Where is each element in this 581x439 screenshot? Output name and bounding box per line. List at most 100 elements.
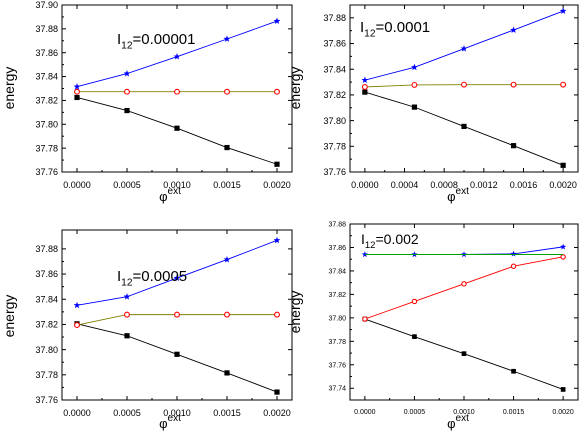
y-axis-label: energy <box>1 295 17 338</box>
x-tick-label: 0.0010 <box>453 409 475 416</box>
y-tick-label: 37.80 <box>35 345 58 355</box>
panel-annotation: I12=0.0001 <box>360 19 430 40</box>
series-1 <box>74 321 280 395</box>
data-point-star <box>510 250 517 257</box>
y-tick-label: 37.76 <box>328 362 346 369</box>
data-point-circle <box>124 88 130 95</box>
y-tick-label: 37.76 <box>35 395 58 405</box>
y-tick-label: 37.86 <box>35 48 58 58</box>
data-point-square <box>461 123 467 129</box>
x-tick-label: 0.0000 <box>63 180 91 190</box>
x-tick-label: 0.0015 <box>213 408 241 418</box>
data-point-square <box>224 144 230 151</box>
y-axis-label: energy <box>287 291 303 334</box>
y-tick-label: 37.76 <box>323 167 346 177</box>
data-point-star <box>411 63 418 71</box>
x-tick-label: 0.0016 <box>510 180 538 190</box>
data-point-square <box>411 104 418 110</box>
y-tick-label: 37.84 <box>328 268 346 275</box>
data-point-square <box>510 143 517 149</box>
data-point-circle <box>174 88 180 95</box>
data-point-circle <box>560 81 567 88</box>
y-tick-label: 37.78 <box>35 143 58 153</box>
data-point-square <box>461 351 467 356</box>
data-point-square <box>560 162 566 168</box>
series-2 <box>74 311 280 329</box>
series-3 <box>361 7 567 84</box>
x-tick-label: 0.0005 <box>404 409 426 416</box>
data-point-circle <box>461 281 467 287</box>
data-point-star <box>361 76 369 84</box>
y-tick-label: 37.86 <box>328 245 346 252</box>
y-tick-label: 37.88 <box>35 244 58 254</box>
chart-panel-2: 0.0000 0.0004 0.0008 0.0012 0.0016 0.0020 37.7… <box>287 4 579 204</box>
y-tick-label: 37.88 <box>328 221 346 228</box>
y-tick-label: 37.82 <box>35 320 58 330</box>
y-tick-label: 37.86 <box>323 39 346 49</box>
x-tick-label: 0.0004 <box>391 180 419 190</box>
data-point-circle <box>74 88 80 95</box>
y-tick-label: 37.74 <box>328 386 346 393</box>
data-point-circle <box>461 81 467 88</box>
x-tick-label: 0.0005 <box>113 180 141 190</box>
x-tick-label: 0.0015 <box>503 409 525 416</box>
panel-annotation: I12=0.0005 <box>117 268 187 289</box>
series-1 <box>74 94 280 167</box>
data-point-circle <box>74 322 80 329</box>
y-tick-label: 37.90 <box>35 0 58 10</box>
y-tick-label: 37.86 <box>35 269 58 279</box>
data-point-star <box>223 255 231 263</box>
data-point-square <box>274 389 280 395</box>
x-axis-label: φext <box>447 186 469 204</box>
series-2 <box>74 88 280 95</box>
data-point-circle <box>411 298 418 305</box>
y-tick-label: 37.82 <box>323 90 346 100</box>
y-tick-label: 37.76 <box>35 167 58 177</box>
data-point-star <box>173 274 181 282</box>
data-point-star <box>123 69 131 77</box>
y-tick-label: 37.84 <box>35 294 58 304</box>
x-tick-label: 0.0010 <box>163 408 191 418</box>
x-tick-label: 0.0005 <box>113 408 141 418</box>
x-axis-label: φext <box>159 186 181 204</box>
panel-annotation: I12=0.00001 <box>117 31 196 52</box>
data-point-star <box>173 53 181 60</box>
series-1 <box>362 316 566 392</box>
series-line <box>76 323 278 393</box>
data-point-star <box>273 17 281 25</box>
data-point-circle <box>224 88 230 95</box>
series-2 <box>361 81 567 90</box>
x-tick-label: 0.0020 <box>552 409 574 416</box>
data-point-square <box>224 370 230 376</box>
data-point-square <box>174 351 180 357</box>
data-point-star <box>223 35 231 42</box>
x-tick-label: 0.0000 <box>354 409 376 416</box>
data-point-star <box>273 236 281 244</box>
data-point-circle <box>411 81 418 88</box>
data-point-square <box>560 387 566 392</box>
x-tick-label: 0.0020 <box>263 180 291 190</box>
data-point-square <box>174 125 180 131</box>
y-tick-label: 37.84 <box>323 64 346 74</box>
x-tick-label: 0.0000 <box>63 408 91 418</box>
y-tick-label: 37.82 <box>328 292 346 299</box>
data-point-square <box>124 333 130 339</box>
data-point-star <box>73 83 81 90</box>
data-point-star <box>460 45 468 52</box>
y-tick-label: 37.82 <box>35 96 58 106</box>
panel-annotation: I12=0.002 <box>361 231 419 251</box>
data-point-circle <box>174 311 180 318</box>
x-tick-label: 0.0020 <box>263 408 291 418</box>
data-point-circle <box>224 311 230 318</box>
y-tick-label: 37.80 <box>35 119 58 129</box>
series-2 <box>362 254 566 322</box>
chart-panel-1: 0.0000 0.0005 0.0010 0.0015 0.0020 37.76 37.78… <box>1 0 293 204</box>
data-point-square <box>412 334 417 339</box>
x-tick-label: 0.0020 <box>549 180 577 190</box>
x-tick-label: 0.0008 <box>430 180 458 190</box>
y-tick-label: 37.80 <box>328 315 346 322</box>
series-3 <box>73 17 281 90</box>
y-tick-label: 37.78 <box>35 370 58 380</box>
y-tick-label: 37.78 <box>328 339 346 346</box>
data-point-square <box>74 94 80 101</box>
